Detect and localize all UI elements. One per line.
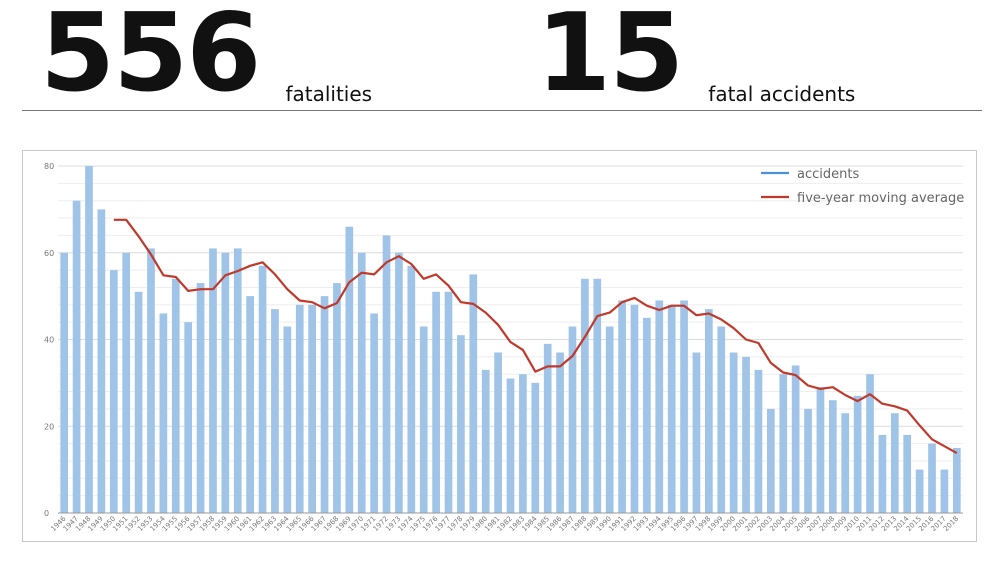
y-tick-label: 40	[44, 336, 54, 345]
bar-2012	[878, 434, 887, 513]
bar-1996	[680, 300, 688, 513]
bar-2005	[791, 365, 800, 513]
y-tick-label: 60	[44, 249, 54, 258]
bar-1997	[692, 352, 701, 513]
y-tick-label: 0	[44, 509, 49, 518]
y-tick-label: 80	[44, 162, 54, 171]
stat-fatalities: 556 fatalities	[40, 0, 372, 108]
bar-1991	[618, 300, 626, 513]
bar-1960	[233, 248, 242, 513]
bar-2013	[890, 413, 899, 513]
bar-1982	[506, 378, 515, 513]
bar-1965	[295, 304, 304, 513]
bar-1964	[283, 326, 292, 513]
bar-1977	[444, 291, 453, 513]
fatalities-label: fatalities	[285, 82, 373, 106]
bar-1949	[97, 209, 106, 513]
bar-1958	[209, 248, 217, 513]
bar-1950	[109, 270, 118, 513]
bar-2016	[928, 443, 936, 513]
bar-1994	[655, 300, 664, 513]
bar-1973	[395, 252, 403, 513]
bar-1986	[556, 352, 564, 513]
bar-1968	[333, 283, 341, 513]
bar-1972	[382, 235, 391, 513]
bar-1957	[196, 283, 205, 513]
bar-1946	[60, 252, 69, 513]
bar-1971	[370, 313, 378, 513]
bar-2003	[766, 408, 775, 513]
bar-2006	[804, 408, 812, 513]
bar-1961	[246, 296, 255, 513]
chart-frame: 0 20 40 60 80 1946 1947 1948 1949 1950 1951 1952 195…	[22, 150, 977, 542]
bar-1952	[134, 291, 143, 513]
bar-1999	[717, 326, 726, 513]
fatalities-value: 556	[40, 0, 261, 116]
bar-1947	[72, 200, 81, 513]
bar-1948	[85, 166, 93, 513]
y-tick-label: 20	[44, 422, 54, 431]
bar-1993	[643, 317, 651, 513]
bar-1962	[258, 265, 267, 513]
bar-1978	[457, 335, 465, 513]
bar-1998	[705, 309, 713, 513]
bar-2011	[866, 374, 874, 513]
bar-2015	[915, 469, 924, 513]
fatal-accidents-value: 15	[536, 0, 684, 116]
bar-2018	[952, 447, 961, 513]
bar-2002	[754, 369, 763, 513]
legend-label-accidents: accidents	[797, 167, 859, 182]
bar-1983	[519, 374, 527, 513]
bar-1955	[171, 278, 180, 513]
bar-1990	[605, 326, 614, 513]
bar-1980	[481, 369, 490, 513]
bar-1984	[531, 382, 540, 513]
bar-2008	[828, 400, 837, 513]
bar-2004	[779, 374, 788, 513]
bar-1992	[630, 304, 639, 513]
bar-1954	[159, 313, 168, 513]
bar-1967	[320, 296, 329, 513]
bar-1959	[221, 252, 230, 513]
bar-1995	[667, 304, 676, 513]
bar-2014	[903, 434, 912, 513]
bar-2001	[742, 356, 750, 513]
bar-2010	[853, 395, 862, 513]
bar-1976	[432, 291, 440, 513]
header-divider	[22, 110, 982, 111]
bar-2009	[841, 413, 850, 513]
bar-1963	[271, 309, 279, 513]
bar-2017	[940, 469, 949, 513]
bar-1953	[147, 248, 155, 513]
bar-1988	[581, 278, 589, 513]
fatal-accidents-label: fatal accidents	[708, 82, 856, 106]
accidents-chart: 0204060801946194719481949195019511952195…	[44, 162, 964, 533]
bar-2000	[729, 352, 738, 513]
legend-label-moving-average: five-year moving average	[797, 191, 964, 206]
stat-fatal-accidents: 15 fatal accidents	[536, 0, 855, 108]
moving-average-line	[113, 218, 958, 455]
bar-1956	[184, 322, 193, 513]
bar-1985	[543, 343, 552, 513]
bar-1981	[494, 352, 502, 513]
bar-1989	[593, 278, 602, 513]
bar-1975	[419, 326, 428, 513]
bar-1987	[568, 326, 577, 513]
bar-1979	[469, 274, 478, 513]
bar-1974	[407, 265, 416, 513]
bar-2007	[816, 387, 825, 513]
bar-1970	[357, 252, 366, 513]
bar-1969	[345, 226, 354, 513]
bar-1966	[308, 304, 316, 513]
bar-1951	[122, 252, 131, 513]
